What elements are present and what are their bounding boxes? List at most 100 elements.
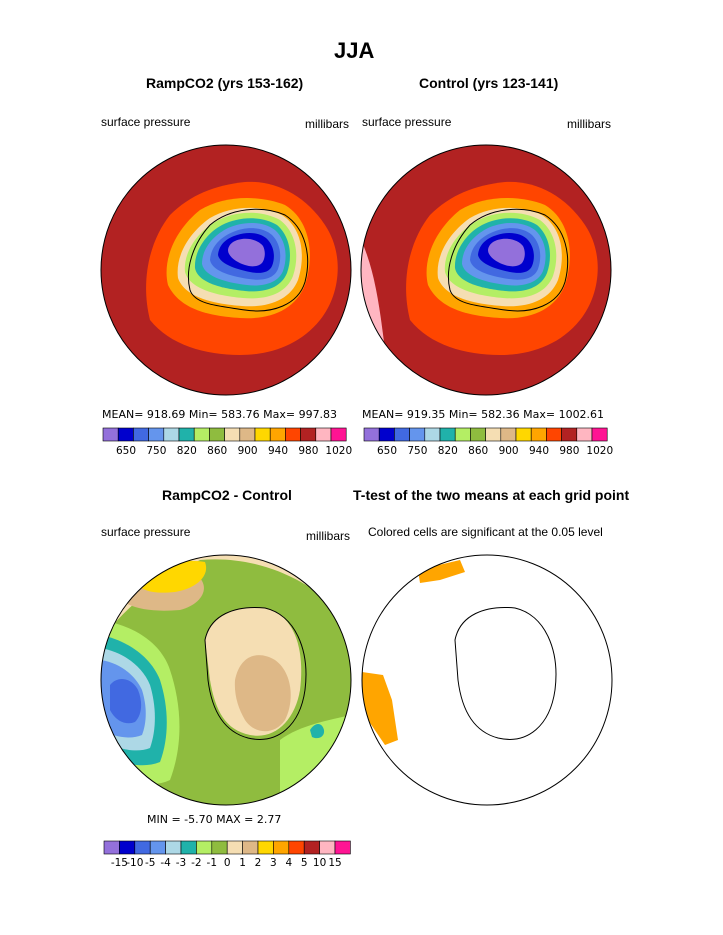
panel-2-coastline xyxy=(447,208,569,312)
panel-3-contour-neg5 xyxy=(110,678,142,724)
panel-2-colorbar-swatch xyxy=(591,427,608,442)
panel-1-colorbar-swatch xyxy=(209,427,225,442)
panel-1-colorbar-swatch xyxy=(254,427,271,442)
panel-2-colorbar-swatch xyxy=(454,427,471,442)
panel-3-colorbar-swatch xyxy=(196,840,213,855)
colorbar-tick-label: 2 xyxy=(254,857,262,869)
panel-1-colorbar-swatch xyxy=(163,427,180,442)
colorbar-tick-label: -1 xyxy=(206,857,218,869)
panel-2-units-label: millibars xyxy=(567,117,612,131)
colorbar-tick-label: 1020 xyxy=(325,445,353,457)
colorbar-tick-label: -3 xyxy=(175,857,187,869)
colorbar-tick-label: 650 xyxy=(115,445,137,457)
panel-1-colorbar-swatch xyxy=(300,427,317,442)
colorbar-tick-label: 820 xyxy=(437,445,458,457)
panel-3-colorbar-swatch xyxy=(257,840,274,855)
panel-2-stats: MEAN= 919.35 Min= 582.36 Max= 1002.61 xyxy=(362,408,605,421)
panel-1-colorbar-swatch xyxy=(269,427,286,442)
panel-4-significant-cells-top xyxy=(418,560,465,583)
panel-1-coastline xyxy=(187,208,309,312)
colorbar-tick-label: 1020 xyxy=(586,445,614,457)
panel-2-colorbar-swatch xyxy=(530,427,547,442)
panel-3-colorbar-swatch xyxy=(211,840,228,855)
panel-2-colorbar-swatch xyxy=(363,427,380,442)
panel-2-colorbar-swatch xyxy=(515,427,532,442)
colorbar-tick-label: 650 xyxy=(376,445,398,457)
panel-1-colorbar-swatch xyxy=(148,427,165,442)
panel-4-coastline xyxy=(454,606,557,740)
figure-title: JJA xyxy=(334,38,375,63)
panel-2-colorbar-swatch xyxy=(485,427,502,442)
panel-1-colorbar-swatch xyxy=(285,427,301,442)
panel-2-colorbar-swatch xyxy=(561,427,578,442)
panel-1-title: RampCO2 (yrs 153-162) xyxy=(146,75,304,91)
panel-3-variable-label: surface pressure xyxy=(101,525,191,539)
panel-1-stats: MEAN= 918.69 Min= 583.76 Max= 997.83 xyxy=(102,408,338,421)
panel-3-colorbar-swatch xyxy=(134,840,151,855)
colorbar-tick-label: 1 xyxy=(239,857,246,869)
colorbar-tick-label: 0 xyxy=(223,857,231,869)
panel-4-significant-cells-left xyxy=(362,672,398,745)
colorbar-tick-label: 750 xyxy=(407,445,428,457)
panel-1-contour-600 xyxy=(228,238,265,267)
panel-3-colorbar-swatch xyxy=(273,840,290,855)
panel-3-colorbar-swatch xyxy=(319,840,336,855)
colorbar-tick-label: -10 xyxy=(126,857,144,869)
panel-2-colorbar-swatch xyxy=(546,427,562,442)
colorbar-tick-label: 940 xyxy=(267,445,289,457)
panel-3-colorbar-swatch xyxy=(180,840,197,855)
panel-2-colorbar-swatch xyxy=(470,427,486,442)
colorbar-tick-label: -15 xyxy=(110,857,128,869)
panel-1-colorbar-swatch xyxy=(102,427,119,442)
colorbar-tick-label: 860 xyxy=(468,445,489,457)
colorbar-tick-label: -2 xyxy=(191,857,202,869)
colorbar-tick-label: 900 xyxy=(237,445,258,457)
panel-2-colorbar-swatch xyxy=(394,427,410,442)
panel-2-title: Control (yrs 123-141) xyxy=(419,75,559,91)
colorbar-tick-label: 3 xyxy=(270,857,277,869)
panel-2-variable-label: surface pressure xyxy=(362,115,452,129)
colorbar-tick-label: 15 xyxy=(328,857,342,869)
panel-1-colorbar-swatch xyxy=(330,427,347,442)
panel-3-coastline xyxy=(204,606,307,740)
panel-2-colorbar-swatch xyxy=(409,427,426,442)
panel-3-colorbar-swatch xyxy=(103,840,120,855)
panel-1-colorbar-swatch xyxy=(315,427,332,442)
colorbar-tick-label: 980 xyxy=(298,445,319,457)
panel-2-colorbar-swatch xyxy=(500,427,517,442)
panel-1-colorbar-swatch xyxy=(239,427,256,442)
panel-3-contour-small xyxy=(310,724,325,739)
panel-3-colorbar-swatch xyxy=(242,840,259,855)
colorbar-tick-label: 750 xyxy=(146,445,167,457)
panel-3-colorbar-swatch xyxy=(334,840,351,855)
colorbar-tick-label: 4 xyxy=(285,857,293,869)
colorbar-tick-label: 5 xyxy=(300,857,308,869)
colorbar-tick-label: 820 xyxy=(176,445,197,457)
panel-3-colorbar-swatch xyxy=(149,840,166,855)
panel-1-colorbar-swatch xyxy=(178,427,195,442)
panel-3-colorbar-swatch xyxy=(288,840,305,855)
panel-2-colorbar-swatch xyxy=(378,427,395,442)
colorbar-tick-label: -5 xyxy=(144,857,156,869)
panel-3-colorbar-swatch xyxy=(303,840,320,855)
panel-3-colorbar-swatch xyxy=(165,840,182,855)
panel-1-colorbar-swatch xyxy=(193,427,210,442)
panel-1-colorbar-swatch xyxy=(117,427,134,442)
panel-1-colorbar-swatch xyxy=(224,427,241,442)
panel-1-units-label: millibars xyxy=(305,117,350,131)
panel-3-colorbar-swatch xyxy=(226,840,243,855)
colorbar-tick-label: 860 xyxy=(207,445,228,457)
panel-3-units-label: millibars xyxy=(306,529,351,543)
panel-4-title: T-test of the two means at each grid poi… xyxy=(353,487,630,503)
colorbar-tick-label: -4 xyxy=(160,857,171,869)
panel-2-colorbar-swatch xyxy=(439,427,456,442)
colorbar-tick-label: 940 xyxy=(528,445,550,457)
colorbar-tick-label: 980 xyxy=(559,445,580,457)
colorbar-tick-label: 900 xyxy=(498,445,519,457)
panel-1-variable-label: surface pressure xyxy=(101,115,191,129)
